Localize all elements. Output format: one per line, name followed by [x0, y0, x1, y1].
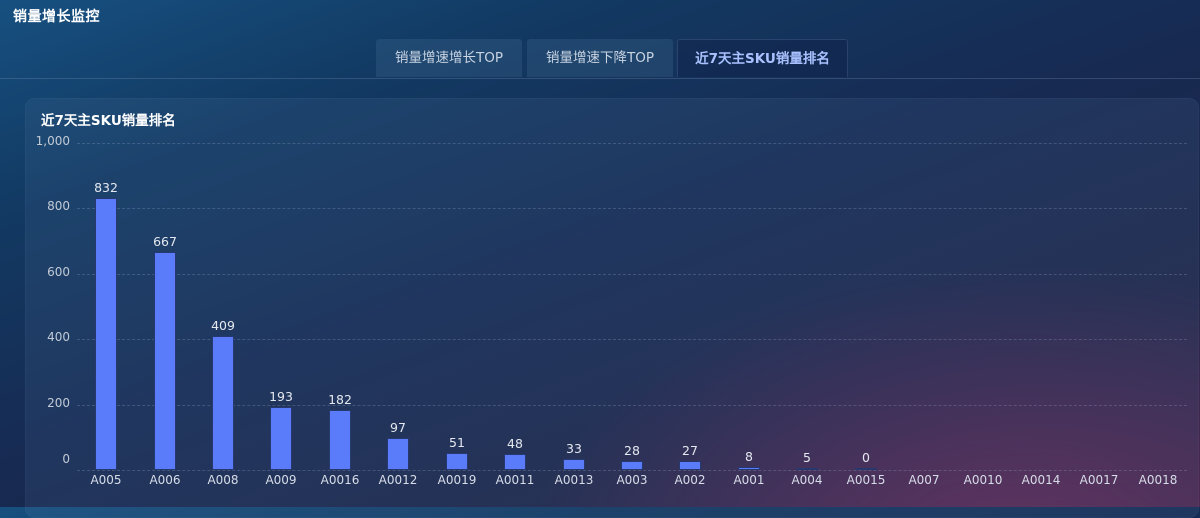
bar-a001[interactable]	[738, 467, 760, 470]
tab-sku-ranking[interactable]: 近7天主SKU销量排名	[677, 39, 848, 77]
x-axis-label: A0017	[1079, 473, 1119, 487]
y-axis-tick-label: 0	[62, 452, 70, 466]
x-axis-label: A009	[265, 473, 297, 487]
x-axis-label: A0010	[963, 473, 1003, 487]
x-axis-label: A0015	[846, 473, 886, 487]
x-axis-label: A0018	[1138, 473, 1178, 487]
x-axis-label: A0013	[554, 473, 594, 487]
data-label: 28	[624, 443, 640, 458]
bar-a005[interactable]	[95, 198, 117, 470]
x-axis-label: A001	[733, 473, 765, 487]
gridline	[77, 274, 1187, 275]
tab-growth-top[interactable]: 销量增速增长TOP	[376, 39, 522, 77]
bar-a008[interactable]	[212, 336, 234, 470]
gridline	[77, 143, 1187, 144]
bar-a0012[interactable]	[387, 438, 409, 470]
data-label: 27	[682, 443, 698, 458]
x-axis-label: A002	[674, 473, 706, 487]
data-label: 97	[390, 420, 406, 435]
data-label: 5	[803, 450, 811, 465]
gridline	[77, 470, 1187, 471]
data-label: 182	[328, 392, 352, 407]
gridline	[77, 208, 1187, 209]
page-title: 销量增长监控	[13, 9, 100, 25]
bar-a002[interactable]	[679, 461, 701, 470]
data-label: 667	[153, 234, 177, 249]
data-label: 48	[507, 436, 523, 451]
x-axis-label: A007	[908, 473, 940, 487]
x-axis-label: A005	[90, 473, 122, 487]
x-axis-label: A0016	[320, 473, 360, 487]
y-axis-tick-label: 1,000	[35, 134, 70, 148]
x-axis-label: A008	[207, 473, 239, 487]
tab-bar: 销量增速增长TOP 销量增速下降TOP 近7天主SKU销量排名	[0, 39, 1200, 79]
bar-a004[interactable]	[796, 468, 818, 470]
x-axis-label: A0011	[495, 473, 535, 487]
data-label: 51	[449, 435, 465, 450]
gridline	[77, 405, 1187, 406]
bar-a003[interactable]	[621, 461, 643, 470]
x-axis-label: A003	[616, 473, 648, 487]
data-label: 409	[211, 318, 235, 333]
bar-a006[interactable]	[154, 252, 176, 470]
x-axis-label: A0012	[378, 473, 418, 487]
bar-a009[interactable]	[270, 407, 292, 470]
bar-a0011[interactable]	[504, 454, 526, 470]
data-label: 33	[566, 441, 582, 456]
bar-a0013[interactable]	[563, 459, 585, 470]
data-label: 193	[269, 389, 293, 404]
data-label: 8	[745, 449, 753, 464]
gridline	[77, 339, 1187, 340]
bar-a0019[interactable]	[446, 453, 468, 470]
x-axis-label: A0019	[437, 473, 477, 487]
y-axis-tick-label: 200	[47, 396, 70, 410]
bar-a0015[interactable]	[855, 468, 877, 470]
bar-a0016[interactable]	[329, 410, 351, 470]
x-axis-label: A006	[149, 473, 181, 487]
x-axis-label: A0014	[1021, 473, 1061, 487]
y-axis-tick-label: 400	[47, 330, 70, 344]
x-axis-label: A004	[791, 473, 823, 487]
y-axis-tick-label: 600	[47, 265, 70, 279]
y-axis-tick-label: 800	[47, 199, 70, 213]
data-label: 0	[862, 450, 870, 465]
chart-title: 近7天主SKU销量排名	[41, 113, 176, 129]
tab-decline-top[interactable]: 销量增速下降TOP	[527, 39, 673, 77]
data-label: 832	[94, 180, 118, 195]
